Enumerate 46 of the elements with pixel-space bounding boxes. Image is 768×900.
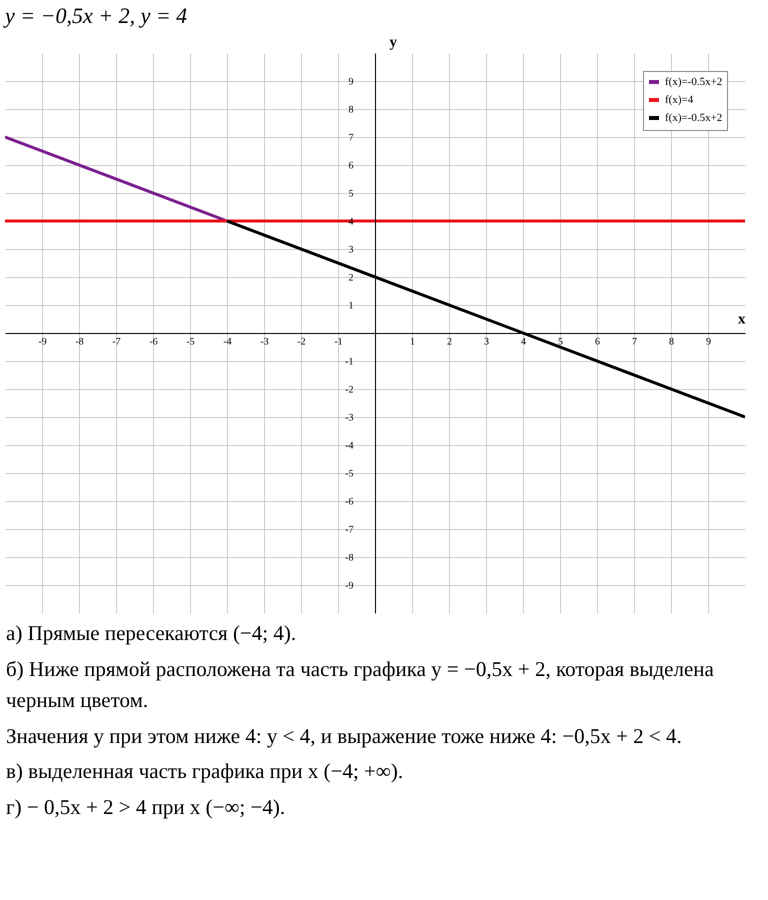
x-tick-label: -5 <box>186 336 195 348</box>
x-tick-label: -6 <box>149 336 158 348</box>
y-tick-label: -1 <box>345 356 354 368</box>
x-tick-label: 9 <box>706 336 711 348</box>
x-tick-label: 2 <box>447 336 452 348</box>
y-tick-label: -9 <box>345 580 354 592</box>
x-tick-label: 6 <box>595 336 600 348</box>
text: а) Прямые пересекаются (−4; 4). <box>6 620 298 647</box>
x-tick-label: 4 <box>521 336 526 348</box>
x-tick-label: 1 <box>410 336 415 348</box>
x-tick-label: 5 <box>558 336 563 348</box>
x-tick-label: -4 <box>223 336 232 348</box>
y-tick-label: 3 <box>348 244 354 256</box>
x-tick-label: -7 <box>112 336 121 348</box>
y-axis-title: y <box>390 34 398 50</box>
text: г) − 0,5x + 2 > 4 при x (−∞; −4). <box>6 794 286 820</box>
y-tick-label: -3 <box>345 412 354 424</box>
text: Значения y при этом ниже 4: y < 4, и выражение тоже ниже 4: −0,5x + 2 < 4. <box>6 722 683 750</box>
legend-label: f(x)=-0.5x+2 <box>665 112 722 124</box>
y-tick-label: 8 <box>348 104 354 116</box>
x-tick-label: -9 <box>38 336 47 348</box>
x-tick-label: 8 <box>669 336 674 348</box>
y-tick-label: 1 <box>348 300 354 312</box>
legend-label: f(x)=4 <box>665 94 694 106</box>
x-tick-label: -1 <box>334 336 343 348</box>
y-tick-label: -7 <box>345 524 354 536</box>
y-tick-label: 7 <box>348 132 354 144</box>
x-tick-label: 7 <box>632 336 637 348</box>
y-tick-label: 9 <box>348 76 354 88</box>
y-tick-label: -4 <box>345 440 354 452</box>
x-tick-label: 3 <box>484 336 489 348</box>
x-tick-label: -2 <box>297 336 306 348</box>
text: б) Ниже прямой расположена та часть графика y = −0,5x + 2, которая выделена черным цветом. <box>6 656 715 714</box>
y-tick-label: -6 <box>345 496 354 508</box>
legend-label: f(x)=-0.5x+2 <box>665 76 722 88</box>
y-tick-label: -2 <box>345 384 354 396</box>
y-tick-label: 6 <box>348 160 354 172</box>
x-tick-label: -8 <box>75 336 84 348</box>
chart-title: y = −0,5x + 2, y = 4 <box>3 3 188 28</box>
y-tick-label: 5 <box>348 188 354 200</box>
y-tick-label: -8 <box>345 552 354 564</box>
y-tick-label: 2 <box>348 272 354 284</box>
y-tick-label: -5 <box>345 468 354 480</box>
x-tick-label: -3 <box>260 336 269 348</box>
x-axis-title: x <box>738 312 746 328</box>
text: в) выделенная часть графика при x (−4; +∞). <box>6 758 404 785</box>
